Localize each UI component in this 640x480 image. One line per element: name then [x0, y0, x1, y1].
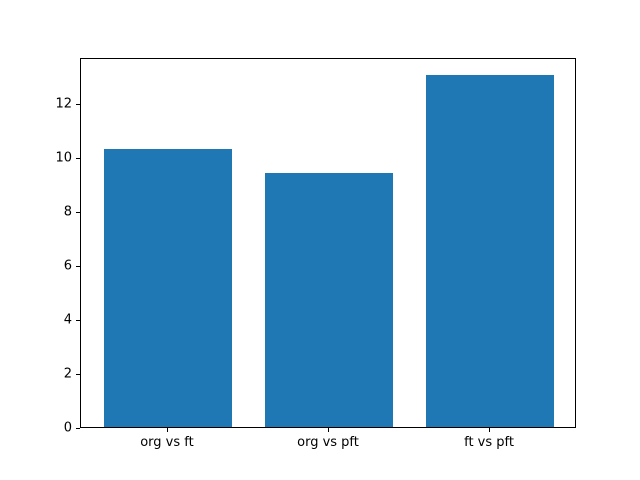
y-tick-mark [76, 157, 80, 159]
y-tick-mark [76, 373, 80, 375]
y-tick-mark [76, 211, 80, 213]
x-tick-label: org vs pft [297, 435, 359, 450]
x-tick-label: org vs ft [140, 435, 194, 450]
y-tick-label: 2 [63, 366, 72, 382]
bar [103, 148, 233, 427]
y-tick-label: 4 [63, 312, 72, 328]
y-tick-label: 8 [63, 204, 72, 220]
y-tick-label: 6 [63, 258, 72, 274]
bar [425, 74, 555, 427]
y-tick-mark [76, 319, 80, 321]
x-tick-mark [328, 428, 329, 432]
plot-area [80, 58, 576, 428]
y-tick-label: 10 [55, 150, 72, 166]
x-tick-mark [166, 428, 168, 432]
y-tick-label: 12 [55, 96, 72, 112]
x-tick-mark [489, 428, 491, 432]
bar [264, 173, 394, 427]
y-tick-label: 0 [63, 420, 72, 436]
x-tick-label: ft vs pft [464, 435, 514, 450]
y-tick-mark [76, 103, 80, 105]
y-tick-mark [76, 265, 80, 267]
y-tick-mark [76, 428, 80, 429]
